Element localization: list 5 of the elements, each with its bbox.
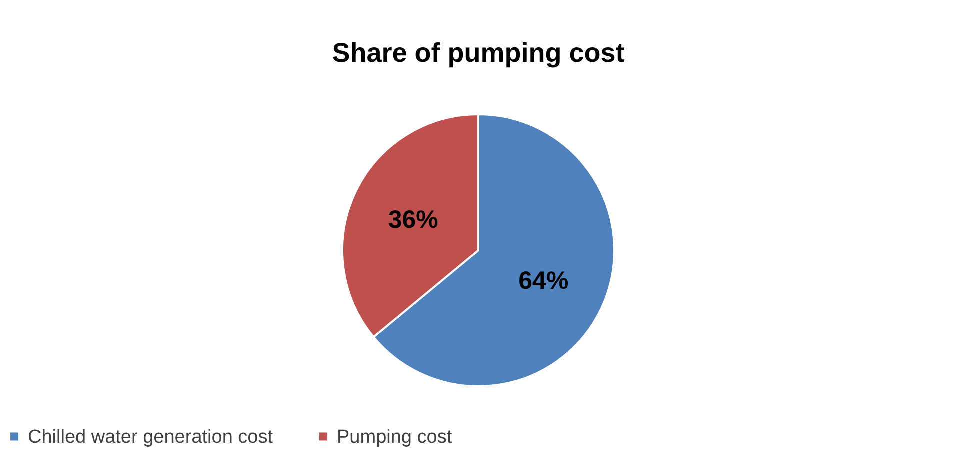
data-label: 36% [388, 206, 438, 234]
chart-title: Share of pumping cost [332, 38, 625, 68]
legend-label: Chilled water generation cost [28, 426, 274, 448]
legend-label: Pumping cost [337, 426, 453, 448]
data-label: 64% [518, 267, 569, 296]
